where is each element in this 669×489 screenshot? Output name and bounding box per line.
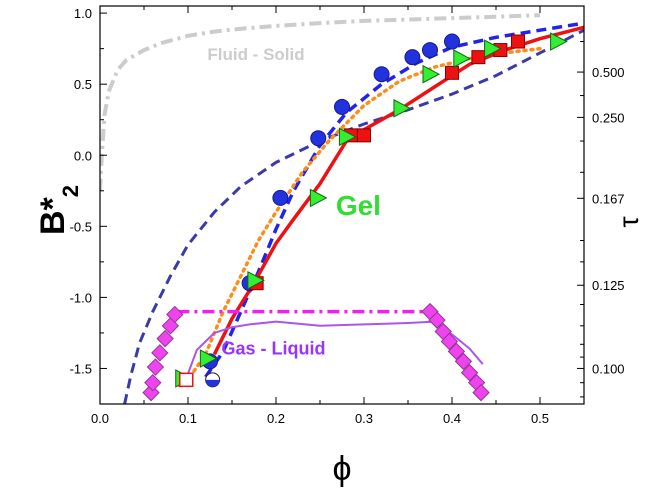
marker-triangle-right-7 [453,49,471,68]
marker-triangle-right-6 [422,64,441,84]
marker-triangle-right-4 [338,127,357,147]
marker-diamond-11 [447,342,466,361]
y-tick-label: 0.0 [74,148,92,163]
marker-diamond-1 [144,373,162,392]
marker-triangle-right-2 [247,271,265,290]
y2-axis-label: τ [613,216,644,227]
marker-diamond-3 [151,344,169,362]
y-axis-label-sub: 2 [58,185,83,197]
marker-circle-2 [272,189,289,206]
marker-circle-7 [422,42,438,59]
marker-circle-8 [444,33,460,50]
series-line-4 [212,25,584,356]
y2-tick-label: 0.500 [592,65,625,80]
x-tick-label: 0.2 [267,411,285,426]
marker-circle-5 [373,66,390,83]
marker-square-4 [471,50,486,65]
ticks-layer: 0.0 0.1 0.2 0.3 0.4 0.5 1.0 0.5 0.0 -0.5 -1.0 -1.5 0… [70,6,625,426]
y-tick-label: 1.0 [74,6,92,21]
plot-frame [99,5,585,405]
marker-circle-3 [310,130,327,147]
y-tick-label: -0.5 [70,219,92,234]
x-tick-label: 0.5 [531,411,549,426]
marker-diamond-12 [454,352,473,371]
marker-diamond-10 [440,332,459,351]
marker-diamond-2 [146,358,165,376]
x-tick-label: 0.0 [91,411,109,426]
series-line-0 [100,13,541,191]
marker-square-6 [511,34,525,49]
marker-open-square-0 [178,372,194,388]
marker-triangle-right-8 [484,39,502,58]
y2-tick-label: 0.250 [592,110,625,125]
marker-triangle-right-1 [199,349,218,368]
series-line-2 [204,21,584,378]
y-axis-label-main: B* [34,196,72,235]
marker-diamond-15 [472,383,490,402]
y-axis-label-group: B*2 [34,185,83,235]
marker-diamond-8 [428,311,446,329]
x-tick-label: 0.1 [179,411,197,426]
y2-axis-label-group: τ [613,216,644,227]
y2-tick-label: 0.125 [592,278,625,293]
x-tick-label: 0.4 [443,411,461,426]
marker-triangle-right-9 [550,32,568,51]
annotations: Fluid - Solid Gel Gas - Liquid [207,45,381,358]
annotation-label: Fluid - Solid [207,45,304,64]
marker-circle-6 [404,49,421,66]
x-tick-label: 0.3 [355,411,373,426]
annotation-label: Gel [336,190,381,221]
marker-triangle-right-3 [309,188,328,208]
y-tick-label: -1.5 [70,361,92,376]
y-axis-label: B*2 [34,185,83,235]
marker-circle-4 [334,98,350,115]
marker-square-2 [357,128,371,143]
y-tick-label: -1.0 [70,290,92,305]
y-tick-label: 0.5 [74,77,92,92]
series-line-6 [182,320,484,386]
y2-tick-label: 0.167 [592,191,625,206]
marker-diamond-13 [460,364,479,382]
marker-layer [142,32,568,402]
y2-tick-label: 0.100 [592,361,625,376]
annotation-label: Gas - Liquid [221,338,325,358]
marker-diamond-6 [166,305,184,324]
marker-diamond-4 [156,329,174,348]
x-axis-label: ϕ [332,450,351,488]
marker-square-3 [445,65,459,80]
marker-half-circle-0-fill [205,379,220,387]
series-line-1 [123,28,584,404]
marker-triangle-right-5 [393,99,412,118]
